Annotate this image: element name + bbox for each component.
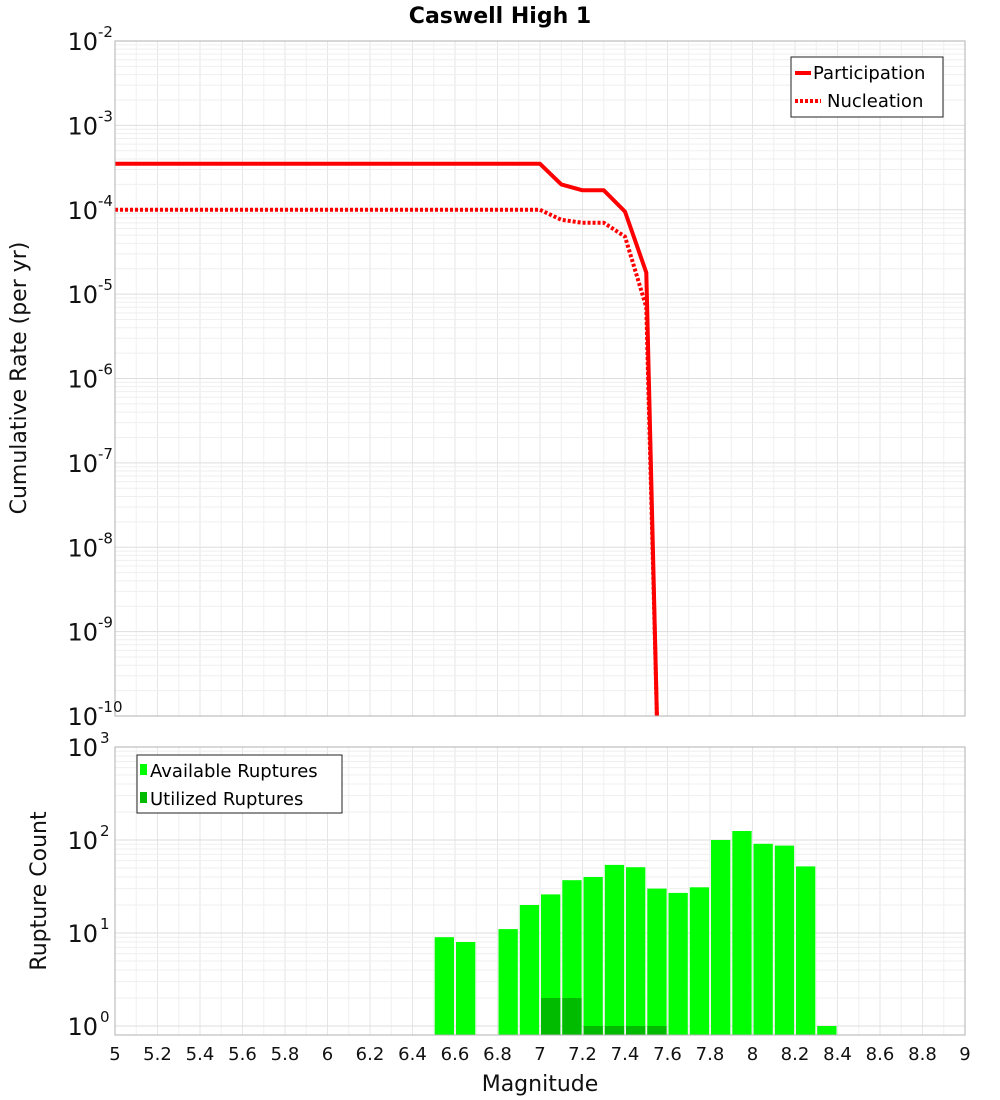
utilized-bar — [541, 998, 561, 1035]
legend-nucleation-label: Nucleation — [827, 91, 923, 112]
x-tick-label: 6.4 — [398, 1044, 427, 1065]
x-tick-label: 8.4 — [823, 1044, 852, 1065]
top-y-tick-exponent: -6 — [98, 361, 113, 379]
top-legend-box — [790, 56, 944, 118]
x-tick-label: 6.6 — [441, 1044, 470, 1065]
bottom-y-tick-exponent: 3 — [100, 729, 110, 747]
bottom-plot-frame — [114, 746, 966, 1036]
top-y-tick-exponent: -9 — [98, 614, 113, 632]
x-tick-label: 7.8 — [696, 1044, 725, 1065]
top-y-tick-exponent: -3 — [98, 107, 113, 125]
utilized-bar — [626, 1026, 646, 1035]
bottom-bars — [434, 831, 837, 1035]
x-tick-label: 5 — [109, 1044, 120, 1065]
top-y-tick-exponent: -2 — [98, 23, 113, 41]
top-y-tick-exponent: -4 — [98, 192, 113, 210]
available-bar — [626, 867, 646, 1035]
bottom-y-tick-exponent: 0 — [100, 1008, 110, 1026]
available-bar — [796, 866, 816, 1035]
bottom-y-axis-label: Rupture Count — [27, 811, 52, 971]
top-y-tick-label: 10 — [67, 703, 98, 731]
top-y-tick-label: 10 — [67, 28, 98, 56]
x-tick-label: 8.8 — [908, 1044, 937, 1065]
x-axis-label: Magnitude — [482, 1072, 599, 1097]
x-tick-label: 7 — [534, 1044, 545, 1065]
chart-title: Caswell High 1 — [409, 4, 591, 29]
bottom-legend: Available Ruptures Utilized Ruptures — [136, 754, 343, 814]
bottom-y-tick-label: 10 — [67, 734, 98, 762]
x-tick-label: 5.2 — [143, 1044, 172, 1065]
x-tick-label: 5.8 — [271, 1044, 300, 1065]
top-series-lines — [115, 161, 659, 717]
available-bar — [668, 892, 688, 1035]
top-y-axis-label: Cumulative Rate (per yr) — [7, 242, 32, 515]
available-bar — [583, 877, 603, 1035]
x-tick-label: 7.4 — [611, 1044, 640, 1065]
available-bar — [456, 942, 476, 1035]
series-line-participation — [115, 161, 659, 717]
x-tick-label: 8.2 — [781, 1044, 810, 1065]
utilized-bar — [647, 1026, 667, 1035]
bottom-y-tick-exponent: 2 — [100, 822, 110, 840]
x-tick-label: 6.2 — [356, 1044, 385, 1065]
top-y-tick-exponent: -7 — [98, 445, 113, 463]
top-legend: Participation Nucleation — [790, 56, 944, 118]
available-bar — [817, 1026, 837, 1035]
legend-utilized-swatch — [140, 792, 147, 803]
x-tick-label: 5.4 — [186, 1044, 215, 1065]
bottom-x-tick-labels: 5 5.2 5.4 5.6 5.8 6 6.2 6.4 6.6 6.8 7 7.2 7.4 7.6 7.8 8… — [109, 1044, 970, 1065]
top-y-tick-label: 10 — [67, 619, 98, 647]
x-tick-label: 7.6 — [653, 1044, 682, 1065]
x-tick-label: 8.6 — [866, 1044, 895, 1065]
available-bar — [604, 864, 625, 1035]
available-bar — [711, 840, 731, 1035]
top-y-tick-exponent: -10 — [98, 698, 123, 716]
top-y-tick-label: 10 — [67, 281, 98, 309]
top-y-tick-label: 10 — [67, 366, 98, 394]
available-bar — [562, 880, 582, 1035]
x-tick-label: 9 — [959, 1044, 970, 1065]
available-bar — [434, 937, 454, 1035]
x-tick-label: 6.8 — [483, 1044, 512, 1065]
utilized-bar — [562, 998, 582, 1035]
x-tick-label: 7.2 — [568, 1044, 597, 1065]
legend-available-swatch — [140, 764, 147, 775]
bottom-y-tick-label: 10 — [67, 827, 98, 855]
utilized-bar — [604, 1026, 625, 1035]
top-y-tick-label: 10 — [67, 534, 98, 562]
x-tick-label: 5.6 — [228, 1044, 257, 1065]
available-bar — [498, 929, 518, 1035]
top-y-tick-label: 10 — [67, 112, 98, 140]
top-gridlines — [114, 41, 966, 717]
bottom-y-tick-label: 10 — [67, 920, 98, 948]
top-plot-frame — [114, 40, 966, 717]
available-bar — [519, 905, 540, 1035]
top-y-tick-exponent: -5 — [98, 276, 113, 294]
bottom-y-tick-exponent: 1 — [100, 915, 110, 933]
legend-participation-label: Participation — [813, 63, 925, 84]
series-line-nucleation — [115, 207, 659, 717]
bottom-legend-box — [136, 754, 343, 814]
legend-available-label: Available Ruptures — [150, 761, 318, 782]
top-y-tick-exponent: -8 — [98, 529, 113, 547]
legend-utilized-label: Utilized Ruptures — [150, 789, 303, 810]
available-bar — [753, 843, 773, 1035]
x-tick-label: 8 — [747, 1044, 758, 1065]
x-tick-label: 6 — [322, 1044, 333, 1065]
utilized-bar — [583, 1026, 603, 1035]
available-bar — [732, 831, 752, 1035]
bottom-y-tick-label: 10 — [67, 1013, 98, 1041]
available-bar — [774, 845, 795, 1035]
bottom-gridlines — [114, 747, 966, 1035]
available-bar — [689, 887, 710, 1035]
top-y-tick-label: 10 — [67, 197, 98, 225]
top-y-tick-label: 10 — [67, 450, 98, 478]
available-bar — [647, 888, 667, 1035]
